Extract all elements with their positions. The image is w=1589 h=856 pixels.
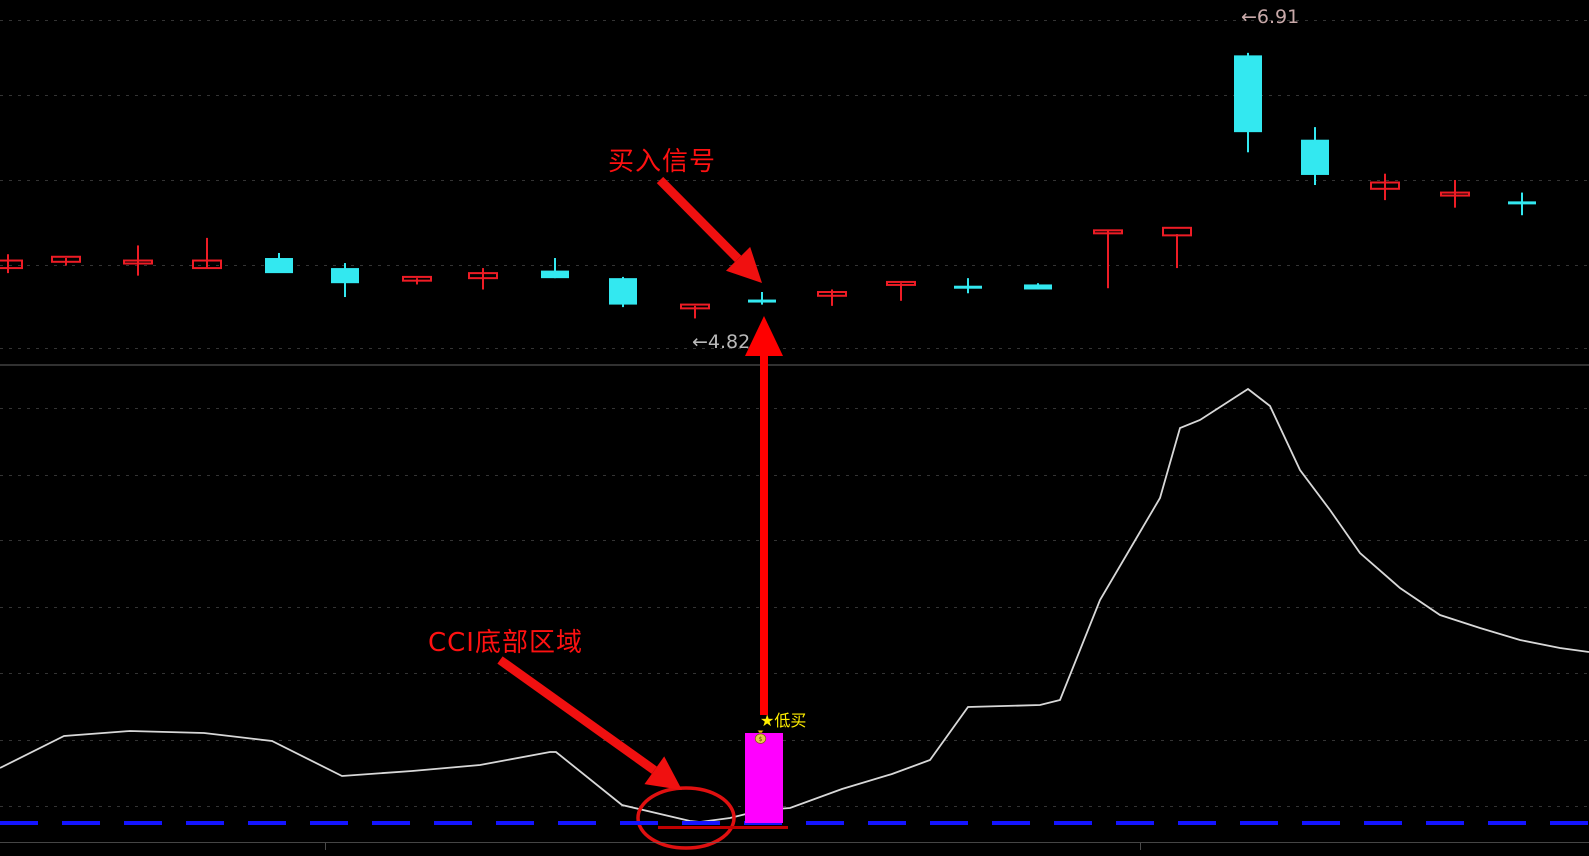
candlestick <box>817 289 847 306</box>
candlestick <box>331 263 359 298</box>
gridline <box>0 475 1589 476</box>
candlestick <box>0 254 23 274</box>
gridline <box>0 20 1589 21</box>
gridline <box>0 265 1589 266</box>
price-label-high: ←6.91 <box>1241 6 1300 28</box>
candlestick <box>265 252 293 274</box>
axis-tick <box>325 843 326 850</box>
candlestick <box>609 276 637 308</box>
candlestick <box>468 268 498 290</box>
candlestick <box>1301 127 1329 186</box>
panel-divider <box>0 364 1589 366</box>
candlestick <box>1162 226 1192 269</box>
gridline <box>0 740 1589 741</box>
candlestick <box>192 237 222 270</box>
candlestick <box>886 280 916 301</box>
candlestick-series <box>0 52 1536 319</box>
gridline <box>0 180 1589 181</box>
price-label-low: ←4.82 <box>692 331 751 353</box>
candlestick <box>748 292 776 305</box>
candlestick <box>1234 52 1262 153</box>
buy-signal-label: ★低买 <box>760 711 807 730</box>
money-bag-icon: $ <box>754 730 767 744</box>
candlestick <box>680 303 710 319</box>
candlestick <box>1093 229 1123 289</box>
candlestick <box>1440 179 1470 208</box>
candlestick <box>402 275 432 285</box>
gridline <box>0 348 1589 349</box>
gridline <box>0 673 1589 674</box>
bottom-axis <box>0 842 1589 843</box>
gridline <box>0 95 1589 96</box>
candlestick <box>1024 283 1052 290</box>
price-candlestick-panel[interactable] <box>0 0 1589 365</box>
gridline <box>0 607 1589 608</box>
gridline <box>0 408 1589 409</box>
gridline <box>0 540 1589 541</box>
svg-text:$: $ <box>759 736 763 743</box>
candlestick <box>123 245 153 276</box>
annotation-cci-bottom: CCI底部区域 <box>428 628 583 658</box>
candlestick <box>1370 173 1400 201</box>
cci-zero-reference-line <box>0 821 1589 825</box>
annotation-buy-signal: 买入信号 <box>608 147 717 177</box>
cci-indicator-panel[interactable] <box>0 367 1589 856</box>
cci-bottom-marker-line <box>658 826 788 829</box>
gridline <box>0 806 1589 807</box>
buy-signal-bar[interactable] <box>745 733 783 823</box>
candlestick <box>1508 192 1536 216</box>
axis-tick <box>1140 843 1141 850</box>
candlestick <box>541 258 569 279</box>
candlestick <box>954 278 982 294</box>
